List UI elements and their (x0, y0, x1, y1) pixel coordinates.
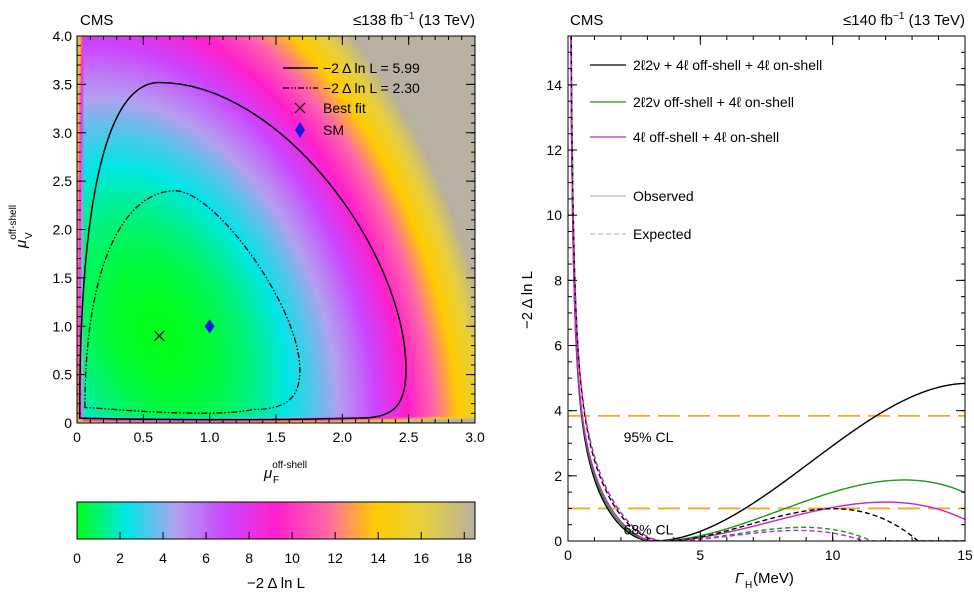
left-y-tick-label: 1.0 (53, 318, 73, 334)
left-y-tick-label: 3.5 (53, 76, 73, 92)
right-header-cms: CMS (570, 12, 603, 29)
colorbar-tick-label: 2 (116, 550, 124, 566)
right-x-tick-label: 15 (957, 547, 973, 563)
colorbar-tick-label: 6 (202, 550, 210, 566)
left-y-tick-label: 2.0 (53, 222, 73, 238)
left-x-tick-label: 0 (73, 429, 81, 445)
left-legend: −2 Δ ln L = 5.99 −2 Δ ln L = 2.30 Best f… (283, 60, 420, 138)
right-legend: 2ℓ2ν + 4ℓ off-shell + 4ℓ on-shell 2ℓ2ν o… (590, 57, 822, 242)
left-header-lumi: ≤138 fb−1 (13 TeV) (353, 11, 475, 29)
svg-text:V: V (24, 232, 35, 239)
legend-label-sm: SM (323, 122, 344, 138)
right-x-tick-label: 10 (825, 547, 841, 563)
contour-2-30 (84, 190, 301, 414)
cl-label: 95% CL (624, 429, 674, 445)
left-y-tick-label: 1.5 (53, 270, 73, 286)
right-y-tick-label: 12 (546, 142, 562, 158)
best-fit-stroke (153, 330, 165, 342)
colorbar-tick-label: 8 (245, 550, 253, 566)
svg-text:μoff-shell: μoff-shell (8, 205, 30, 249)
cl-label: 68% CL (624, 521, 674, 537)
legend-label-combined: 2ℓ2ν + 4ℓ off-shell + 4ℓ on-shell (633, 57, 822, 73)
scan-curve (570, 36, 965, 541)
left-x-tick-label: 1.5 (266, 429, 286, 445)
left-axis-ticks: 0 0.5 1.0 1.5 2.0 2.5 3.0 0 0.5 1.0 1.5 2.0 2.5 3.0 3.… (53, 28, 485, 445)
best-fit-marker (153, 330, 165, 342)
right-xlabel-sub: H (745, 580, 752, 591)
left-xlabel: μoff-shell (263, 460, 307, 482)
left-x-tick-label: 3.0 (465, 429, 485, 445)
likelihood-heatmap (77, 36, 475, 423)
legend-label-observed: Observed (633, 188, 694, 204)
left-y-tick-label: 4.0 (53, 28, 73, 44)
legend-label-expected: Expected (633, 226, 691, 242)
scan-curve (570, 36, 965, 541)
left-ylabel: μoff-shell V (8, 205, 35, 249)
colorbar-tick-label: 14 (370, 550, 386, 566)
left-x-tick-label: 2.0 (333, 429, 353, 445)
right-y-tick-label: 4 (554, 403, 562, 419)
right-y-tick-label: 6 (554, 338, 562, 354)
scan-curve (570, 36, 965, 541)
left-panel: CMS ≤138 fb−1 (13 TeV) 0 0.5 1.0 1.5 2.0 2.5 3… (8, 11, 485, 592)
right-y-tick-label: 0 (554, 533, 562, 549)
right-ylabel: −2 Δ ln L (519, 271, 536, 329)
colorbar-label: −2 Δ ln L (247, 575, 305, 592)
right-header-lumi: ≤140 fb−1 (13 TeV) (843, 11, 965, 29)
colorbar-tick-label: 4 (159, 550, 167, 566)
contour-5-99 (78, 81, 407, 421)
left-y-tick-label: 2.5 (53, 173, 73, 189)
colorbar-tick-label: 16 (413, 550, 429, 566)
left-y-tick-label: 3.0 (53, 125, 73, 141)
right-x-tick-label: 0 (564, 547, 572, 563)
legend-label-5-99: −2 Δ ln L = 5.99 (323, 60, 420, 76)
legend-label-2l2nu: 2ℓ2ν off-shell + 4ℓ on-shell (633, 94, 794, 110)
right-y-tick-label: 8 (554, 272, 562, 288)
cl-labels: 95% CL 68% CL (624, 429, 674, 538)
left-y-tick-label: 0 (64, 415, 72, 431)
right-y-tick-label: 2 (554, 468, 562, 484)
scan-curve (570, 36, 965, 541)
sm-marker (204, 319, 215, 334)
right-plot-frame (567, 35, 966, 542)
colorbar-tick-label: 10 (284, 550, 300, 566)
right-axis-ticks: 0 5 10 15 0 2 4 6 8 10 12 14 (546, 35, 973, 563)
right-y-tick-label: 10 (546, 207, 562, 223)
heatmap-area (77, 36, 475, 423)
left-x-tick-label: 0.5 (134, 429, 154, 445)
legend-label-2-30: −2 Δ ln L = 2.30 (323, 80, 420, 96)
left-x-tick-label: 1.0 (200, 429, 220, 445)
colorbar-tick-label: 18 (456, 550, 472, 566)
legend-label-best-fit: Best fit (323, 100, 366, 116)
likelihood-scan-area (568, 36, 965, 541)
left-header-cms: CMS (80, 12, 113, 29)
left-y-tick-label: 0.5 (53, 367, 73, 383)
left-xlabel-sub: F (273, 475, 279, 486)
legend-label-4l: 4ℓ off-shell + 4ℓ on-shell (633, 129, 779, 145)
scan-curve (570, 36, 965, 541)
right-y-tick-label: 14 (546, 77, 562, 93)
series-group (570, 36, 965, 541)
right-panel: CMS ≤140 fb−1 (13 TeV) 0 5 10 15 0 2 4 6 8 10 12 14… (519, 11, 973, 591)
colorbar-tick-label: 12 (327, 550, 343, 566)
legend-diamond-icon (295, 122, 305, 138)
scan-curve (570, 36, 965, 541)
left-x-tick-label: 2.5 (399, 429, 419, 445)
right-xlabel: Γ (735, 570, 745, 587)
right-xlabel-unit: (MeV) (753, 570, 794, 587)
legend-cross-icon (294, 102, 306, 114)
cl-lines (568, 414, 965, 510)
right-x-tick-label: 5 (696, 547, 704, 563)
colorbar-tick-label: 0 (73, 550, 81, 566)
colorbar (76, 501, 476, 540)
colorbar-ticks: 0 2 4 6 8 10 12 14 16 18 (73, 532, 472, 566)
